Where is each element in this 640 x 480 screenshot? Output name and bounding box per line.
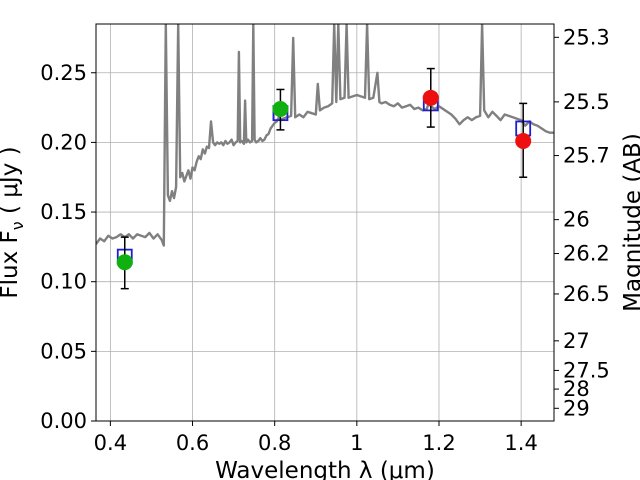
x-tick-label: 0.4	[94, 431, 127, 455]
x-axis-label: Wavelength λ (μm)	[215, 458, 435, 480]
axes-ticks: 0.4 0.6 0.8 1 1.2 1.4 0.00 0.05 0.10 0.15 0.20 0.25…	[40, 25, 610, 455]
photometry-markers	[116, 67, 532, 290]
secondary-y-axis-label: Magnitude (AB)	[620, 133, 640, 312]
y2-tick-label: 27	[563, 329, 590, 353]
y2-tick-label: 25.3	[563, 25, 610, 49]
x-tick-label: 1.4	[504, 431, 537, 455]
observed-flux-point	[116, 254, 133, 271]
y2-tick-label: 28	[563, 377, 590, 401]
y-axis-label-subscript: ν	[8, 221, 27, 230]
y-axis-label-main: Flux F	[0, 230, 23, 298]
y-tick-label: 0.10	[40, 270, 87, 294]
observed-flux-point	[515, 133, 532, 150]
observed-flux-point	[272, 100, 289, 117]
y2-tick-label: 25.5	[563, 90, 610, 114]
x-tick-label: 0.6	[176, 431, 209, 455]
y-axis-label-unit: ( μJy )	[0, 146, 23, 221]
observed-flux-point	[422, 89, 439, 106]
x-tick-label: 1	[350, 431, 363, 455]
y2-tick-label: 27.5	[563, 358, 610, 382]
plot-frame	[95, 23, 555, 422]
y-tick-label: 0.00	[40, 409, 87, 433]
y-tick-label: 0.20	[40, 130, 87, 154]
y2-tick-label: 26.2	[563, 242, 610, 266]
y2-tick-label: 29	[563, 396, 590, 420]
y-tick-label: 0.25	[40, 61, 87, 85]
y2-tick-label: 26	[563, 208, 590, 232]
y-axis-label: Flux Fν ( μJy )	[0, 146, 27, 298]
y-tick-label: 0.15	[40, 200, 87, 224]
x-tick-label: 1.2	[422, 431, 455, 455]
x-tick-label: 0.8	[258, 431, 291, 455]
y2-tick-label: 26.5	[563, 282, 610, 306]
y-tick-label: 0.05	[40, 339, 87, 363]
y2-tick-label: 25.7	[563, 144, 610, 168]
